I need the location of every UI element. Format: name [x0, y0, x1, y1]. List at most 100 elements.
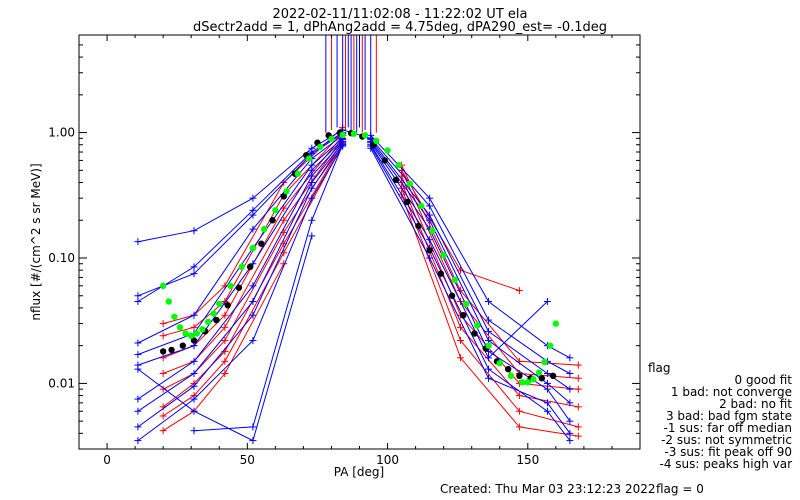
red-series-point: [221, 369, 229, 377]
red-series-point: [515, 392, 523, 400]
black-point: [179, 342, 186, 349]
red-series-point: [159, 320, 167, 328]
blue-series-point: [543, 407, 551, 415]
red-series-point: [159, 412, 167, 420]
black-point: [246, 263, 254, 271]
blue-series-point: [190, 427, 198, 435]
blue-series-point: [249, 423, 257, 431]
black-point: [448, 292, 456, 299]
blue-series-point: [134, 238, 142, 246]
y-tick-label: 1.00: [48, 126, 75, 140]
green-fit-point: [530, 376, 537, 383]
red-series-point: [456, 336, 464, 344]
blue-series-point: [566, 429, 574, 437]
red-series-1: [159, 129, 347, 340]
red-series-point: [280, 216, 288, 224]
blue-series-line: [370, 145, 571, 441]
red-series-13: [398, 191, 582, 440]
chart-title: 2022-02-11/11:02:08 - 11:22:02 UT ela: [273, 7, 528, 22]
blue-series-point: [190, 357, 198, 365]
legend-item: 3 bad: bad fgm state: [666, 409, 792, 423]
green-fit-point: [238, 263, 245, 271]
blue-series-point: [426, 202, 434, 210]
blue-series-12: [367, 131, 574, 362]
red-series-point: [515, 287, 523, 295]
blue-series-point: [426, 216, 434, 224]
green-fit-point: [272, 207, 279, 214]
blue-series-point: [339, 141, 347, 149]
black-point: [538, 375, 546, 382]
blue-series-point: [134, 437, 142, 445]
black-point: [403, 198, 411, 206]
green-fit-point: [260, 225, 268, 233]
blue-series-point: [485, 354, 493, 362]
green-fit-point: [361, 132, 369, 139]
green-fit-point: [328, 135, 335, 143]
blue-series-point: [566, 354, 574, 362]
blue-series-point: [566, 385, 574, 393]
legend-item: 0 good fit: [735, 373, 793, 387]
blue-series-point: [543, 298, 551, 306]
red-series-point: [221, 311, 229, 319]
green-fit-point: [547, 342, 554, 349]
green-fit-point: [541, 358, 548, 366]
blue-series-point: [249, 282, 257, 290]
green-fit-point: [210, 310, 217, 317]
green-fit-point: [440, 252, 447, 259]
blue-series-line: [137, 129, 371, 243]
red-series-point: [574, 361, 582, 369]
blue-series-point: [190, 369, 198, 377]
black-point: [471, 330, 478, 337]
red-series-point: [574, 385, 582, 393]
blue-series-point: [190, 263, 198, 271]
black-point: [190, 337, 198, 344]
red-series-line: [401, 188, 579, 428]
red-series-point: [159, 354, 167, 362]
green-fit-point: [294, 170, 301, 177]
blue-series-point: [134, 407, 142, 415]
blue-series-point: [134, 351, 142, 359]
red-series-point: [221, 336, 229, 344]
red-series-5: [159, 139, 347, 411]
blue-series-line: [370, 141, 571, 404]
blue-series-point: [249, 225, 257, 233]
red-series-point: [574, 432, 582, 440]
black-point: [213, 316, 220, 324]
blue-series-point: [426, 194, 434, 202]
red-series-point: [159, 385, 167, 393]
black-point: [159, 348, 167, 355]
red-series-point: [159, 332, 167, 340]
y-axis-label: nflux [#/(cm^2 s sr MeV)]: [29, 163, 43, 320]
black-point: [235, 284, 243, 291]
blue-series-point: [566, 369, 574, 377]
red-series-line: [401, 175, 579, 390]
blue-series-point: [190, 270, 198, 278]
green-fit-point: [496, 359, 503, 367]
red-series-line: [162, 127, 344, 325]
green-fit-point: [462, 300, 470, 308]
x-tick-label: 100: [376, 453, 399, 467]
green-fit-point: [384, 147, 391, 154]
red-series-line: [401, 170, 579, 379]
blue-series-point: [134, 292, 142, 300]
green-fit-point: [305, 155, 313, 162]
blue-series-point: [249, 336, 257, 344]
green-fit-point: [395, 161, 402, 169]
red-series-point: [190, 323, 198, 331]
red-series-point: [574, 423, 582, 431]
y-tick-label: 0.10: [48, 251, 75, 265]
flag-legend: flag 0 good fit 1 bad: not converge 2 ba…: [648, 361, 792, 471]
blue-series-line: [370, 148, 571, 434]
green-fit-point: [524, 379, 531, 386]
series-layer: [134, 35, 582, 445]
red-series-point: [515, 407, 523, 415]
black-point: [437, 270, 445, 277]
created-timestamp: Created: Thu Mar 03 23:12:23 2022: [440, 482, 656, 496]
black-point: [269, 217, 276, 224]
y-tick-label: 0.01: [48, 376, 75, 390]
red-series-10: [398, 172, 582, 393]
blue-series-line: [137, 235, 313, 442]
black-point: [280, 193, 287, 200]
green-fit-point: [204, 318, 212, 325]
blue-series-point: [566, 437, 574, 445]
